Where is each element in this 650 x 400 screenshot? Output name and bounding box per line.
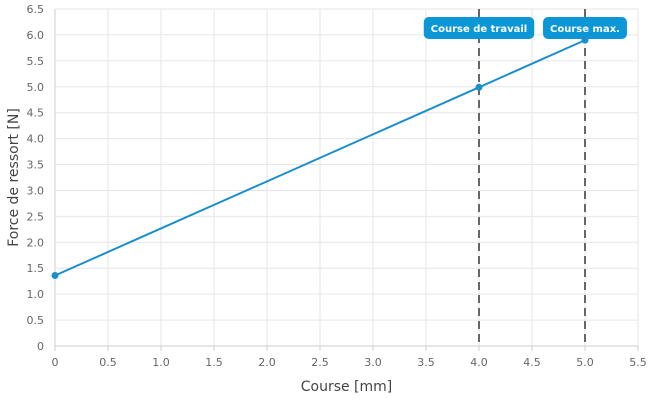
marker-label: Course max. [543,17,627,39]
y-tick-labels: 0 0.5 1.0 1.5 2.0 2.5 3.0 3.5 4.0 4.5 5.0 5.5 6.0 6.5 [27,3,45,353]
x-tick-label: 0 [52,356,59,369]
y-axis-title: Force de ressort [N] [6,108,22,247]
y-tick-label: 0 [37,340,44,353]
marker-label: Course de travail [423,17,535,39]
y-tick-label: 4.0 [27,133,45,146]
x-tick-label: 3.0 [364,356,382,369]
vertical-markers: Course de travail Course max. [423,9,627,346]
x-tick-label: 2.0 [258,356,276,369]
x-tick-label: 4.5 [523,356,541,369]
marker-label-box [423,17,535,39]
y-tick-label: 0.5 [27,314,45,327]
x-tick-label: 1.0 [152,356,170,369]
x-tick-labels: 0 0.5 1.0 1.5 2.0 2.5 3.0 3.5 4.0 4.5 5.0 5.5 [52,356,647,369]
x-tick-label: 0.5 [99,356,117,369]
y-tick-label: 3.5 [27,159,45,172]
axes [54,9,639,351]
y-tick-label: 2.0 [27,236,45,249]
series [51,36,589,279]
data-point [581,36,589,44]
y-tick-label: 6.5 [27,3,45,16]
x-tick-label: 1.5 [205,356,223,369]
y-tick-label: 2.5 [27,210,45,223]
y-tick-label: 5.0 [27,81,45,94]
marker-label-box [543,17,627,39]
grid [55,8,639,346]
y-tick-label: 4.5 [27,107,45,120]
marker-label-text: Course max. [550,24,620,35]
marker-label-text: Course de travail [431,24,527,35]
y-tick-label: 1.0 [27,288,45,301]
data-point [475,83,483,91]
y-tick-label: 1.5 [27,262,45,275]
y-tick-label: 6.0 [27,29,45,42]
x-axis-title: Course [mm] [301,379,393,395]
y-tick-label: 5.5 [27,55,45,68]
y-tick-label: 3.0 [27,184,45,197]
x-tick-label: 2.5 [311,356,329,369]
x-tick-label: 5.5 [629,356,647,369]
data-point [51,271,59,279]
x-tick-label: 5.0 [576,356,594,369]
x-tick-label: 4.0 [470,356,488,369]
x-tick-label: 3.5 [417,356,435,369]
axis-titles: Course [mm] Force de ressort [N] [6,108,392,395]
